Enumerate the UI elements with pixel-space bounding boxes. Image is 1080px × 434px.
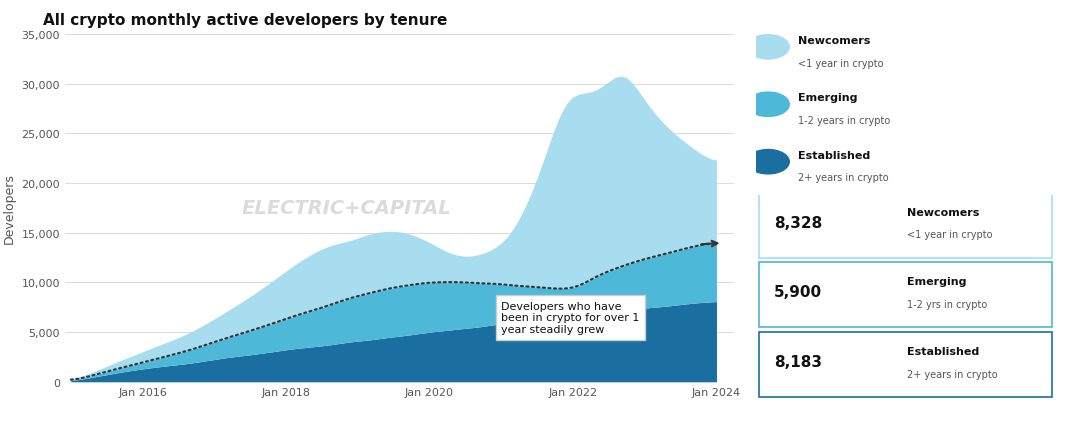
FancyBboxPatch shape: [759, 332, 1052, 397]
Text: 2+ years in crypto: 2+ years in crypto: [798, 173, 889, 183]
Text: Established: Established: [907, 346, 980, 356]
Y-axis label: Developers: Developers: [3, 173, 16, 243]
Circle shape: [747, 36, 789, 60]
Text: 8,328: 8,328: [774, 215, 822, 230]
FancyBboxPatch shape: [759, 263, 1052, 328]
Text: 8,183: 8,183: [774, 354, 822, 369]
Text: 1-2 years in crypto: 1-2 years in crypto: [798, 116, 891, 125]
Text: All crypto monthly active developers by tenure: All crypto monthly active developers by …: [43, 13, 447, 28]
Text: 1-2 yrs in crypto: 1-2 yrs in crypto: [907, 299, 987, 309]
Text: Emerging: Emerging: [798, 93, 858, 103]
Text: Emerging: Emerging: [907, 277, 967, 287]
Circle shape: [747, 150, 789, 174]
Text: Newcomers: Newcomers: [798, 36, 870, 46]
Text: 2+ years in crypto: 2+ years in crypto: [907, 369, 998, 378]
Text: Developers who have
been in crypto for over 1
year steadily grew: Developers who have been in crypto for o…: [501, 301, 639, 334]
Text: Established: Established: [798, 151, 870, 160]
Circle shape: [747, 93, 789, 117]
FancyBboxPatch shape: [759, 193, 1052, 258]
Text: 5,900: 5,900: [774, 285, 822, 299]
Text: <1 year in crypto: <1 year in crypto: [907, 230, 993, 240]
Text: Newcomers: Newcomers: [907, 207, 980, 217]
Text: ELECTRIC+CAPITAL: ELECTRIC+CAPITAL: [241, 199, 450, 218]
Text: <1 year in crypto: <1 year in crypto: [798, 59, 883, 68]
